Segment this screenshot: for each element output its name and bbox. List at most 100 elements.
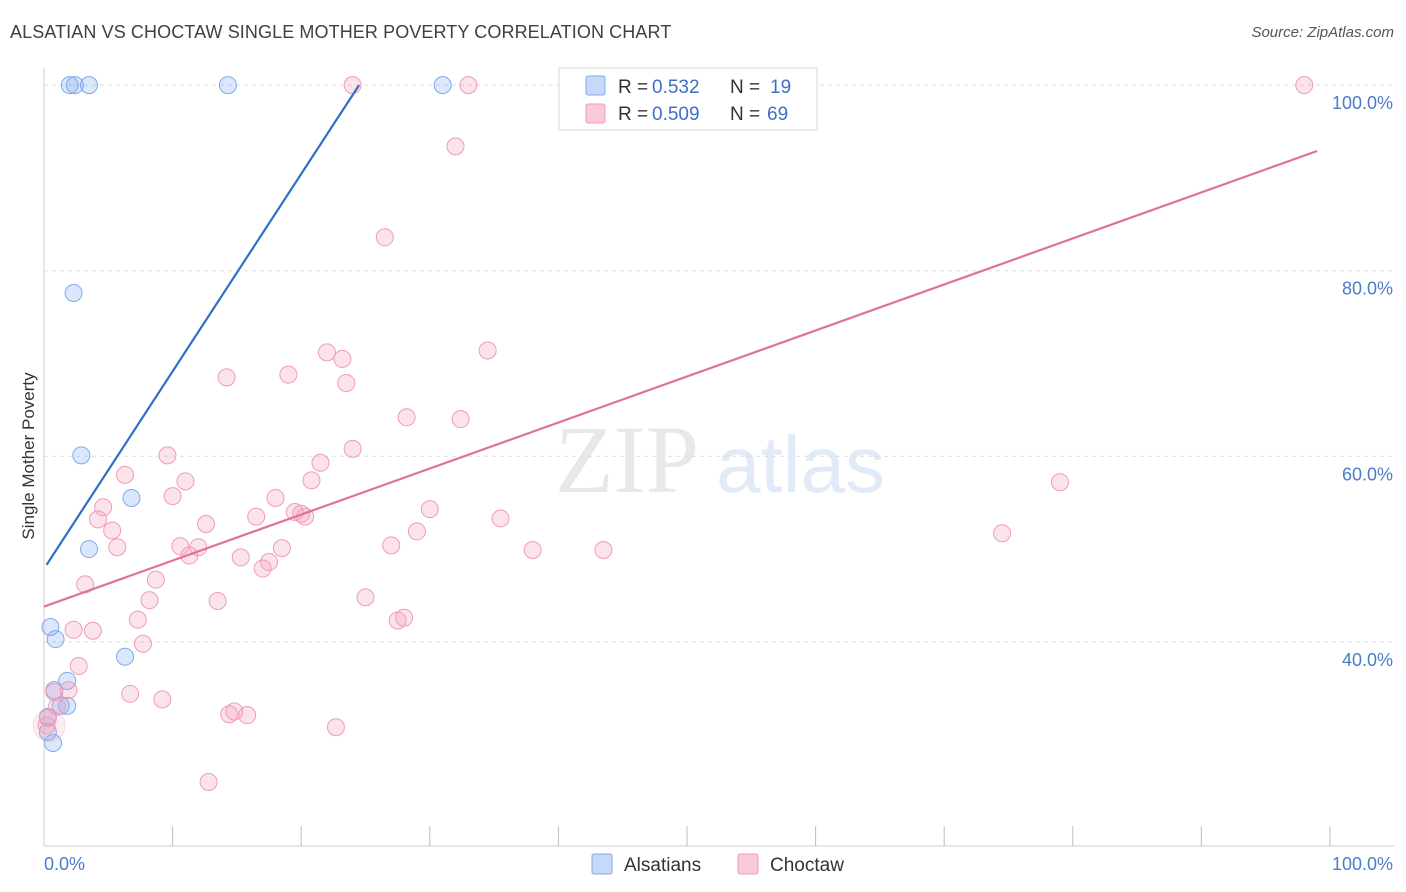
legend-r-value-alsatians: 0.532 (652, 77, 700, 98)
alsatians-point-11 (116, 647, 135, 666)
bottom-legend: Alsatians Choctaw (591, 853, 844, 876)
legend-r-label-choctaw: R = (618, 104, 648, 125)
choctaw-cluster-point (32, 708, 66, 742)
choctaw-point-31 (407, 522, 426, 541)
choctaw-point-53 (64, 620, 83, 639)
choctaw-point-7 (333, 349, 352, 368)
alsatians-point-0 (60, 76, 79, 95)
alsatians-points (38, 76, 452, 753)
choctaw-point-2 (1295, 76, 1314, 95)
choctaw-point-60 (153, 690, 172, 709)
choctaw-point-9 (217, 368, 236, 387)
x-tick-label-min: 0.0% (44, 854, 85, 874)
top-legend: R = 0.532 N = 19 R = 0.509 N = 69 (558, 67, 818, 131)
choctaw-trend-line (43, 149, 1318, 608)
source-label: Source: ZipAtlas.com (1251, 24, 1394, 41)
x-tick-label-max: 100.0% (1332, 854, 1393, 874)
bottom-legend-label-choctaw: Choctaw (770, 855, 844, 876)
alsatians-point-12 (58, 671, 77, 690)
choctaw-point-21 (94, 498, 113, 517)
choctaw-point-49 (208, 592, 227, 611)
choctaw-point-16 (116, 465, 135, 484)
choctaw-point-42 (231, 548, 250, 567)
choctaw-point-58 (45, 682, 64, 701)
choctaw-point-14 (158, 446, 177, 465)
choctaw-point-12 (451, 410, 470, 429)
y-axis-title: Single Mother Poverty (19, 372, 38, 540)
choctaw-point-48 (140, 591, 159, 610)
y-tick-label-40: 40.0% (1342, 650, 1393, 670)
alsatians-trend-line (45, 84, 360, 566)
legend-n-label-alsatians: N = (730, 77, 760, 98)
choctaw-point-15 (311, 453, 330, 472)
choctaw-point-20 (266, 489, 285, 508)
legend-swatch-alsatians (585, 75, 606, 96)
legend-n-value-alsatians: 19 (770, 77, 791, 98)
choctaw-point-19 (163, 487, 182, 506)
choctaw-point-18 (176, 472, 195, 491)
choctaw-point-44 (253, 559, 272, 578)
choctaw-points (32, 76, 1314, 791)
choctaw-point-17 (302, 471, 321, 490)
axes (43, 68, 1394, 847)
choctaw-point-52 (388, 611, 407, 630)
choctaw-point-68 (47, 697, 66, 716)
choctaw-point-1 (459, 76, 478, 95)
alsatians-point-9 (41, 618, 60, 637)
choctaw-point-50 (128, 610, 147, 629)
choctaw-point-43 (260, 553, 279, 572)
choctaw-point-62 (220, 705, 239, 724)
choctaw-point-54 (83, 621, 102, 640)
choctaw-point-29 (197, 515, 216, 534)
legend-r-label-alsatians: R = (618, 77, 648, 98)
choctaw-point-22 (420, 500, 439, 519)
choctaw-point-32 (993, 524, 1012, 543)
alsatians-point-5 (64, 283, 83, 302)
choctaw-point-6 (317, 343, 336, 362)
alsatians-point-18 (44, 734, 63, 753)
alsatians-point-15 (58, 696, 77, 715)
choctaw-point-45 (146, 570, 165, 589)
trend-lines (43, 84, 1318, 608)
legend-n-label-choctaw: N = (730, 104, 760, 125)
alsatians-point-1 (65, 76, 84, 95)
alsatians-point-10 (46, 630, 65, 649)
choctaw-point-65 (37, 716, 56, 735)
choctaw-point-39 (523, 540, 542, 559)
choctaw-point-25 (247, 507, 266, 526)
choctaw-point-33 (1050, 473, 1069, 492)
alsatians-point-2 (80, 76, 99, 95)
bottom-legend-swatch-choctaw (737, 853, 759, 875)
choctaw-point-10 (337, 373, 356, 392)
choctaw-point-66 (199, 772, 218, 791)
legend-r-value-choctaw: 0.509 (652, 104, 700, 125)
choctaw-point-59 (121, 684, 140, 703)
choctaw-point-56 (69, 656, 88, 675)
y-tick-label-100: 100.0% (1332, 93, 1393, 113)
alsatians-point-7 (122, 489, 141, 508)
choctaw-point-4 (375, 228, 394, 247)
choctaw-point-36 (108, 538, 127, 557)
choctaw-point-55 (134, 634, 153, 653)
choctaw-point-63 (238, 706, 257, 725)
choctaw-point-47 (356, 588, 375, 607)
y-tick-labels: 40.0% 60.0% 80.0% 100.0% (1332, 93, 1393, 670)
choctaw-point-37 (272, 539, 291, 558)
choctaw-point-11 (397, 408, 416, 427)
alsatians-point-3 (218, 76, 237, 95)
choctaw-point-64 (326, 718, 345, 737)
alsatians-point-8 (80, 540, 99, 559)
choctaw-point-57 (59, 681, 78, 700)
alsatians-point-4 (433, 76, 452, 95)
watermark-zip: ZIP (555, 406, 699, 513)
bottom-legend-swatch-alsatians (591, 853, 613, 875)
choctaw-point-13 (343, 439, 362, 458)
y-tick-label-80: 80.0% (1342, 279, 1393, 299)
legend-swatch-choctaw (585, 103, 606, 124)
choctaw-point-3 (446, 137, 465, 156)
choctaw-point-34 (171, 537, 190, 556)
choctaw-point-30 (103, 521, 122, 540)
choctaw-point-40 (594, 540, 613, 559)
bottom-legend-label-alsatians: Alsatians (624, 855, 701, 876)
